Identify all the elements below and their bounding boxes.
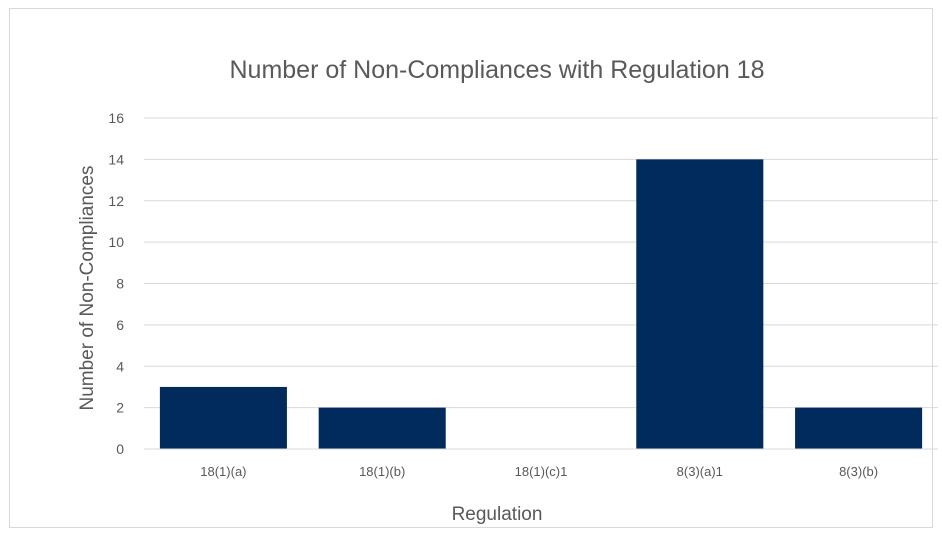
y-tick-label: 0 (116, 441, 124, 457)
x-tick-label: 8(3)(a)1 (677, 464, 723, 479)
bars (159, 159, 923, 449)
y-tick-label: 12 (108, 193, 124, 209)
x-tick-label: 18(1)(c)1 (515, 464, 568, 479)
x-tick-label: 8(3)(b) (839, 464, 878, 479)
bar (636, 159, 764, 449)
chart-title: Number of Non-Compliances with Regulatio… (230, 56, 765, 84)
y-tick-label: 2 (116, 400, 124, 416)
x-tick-label: 18(1)(a) (200, 464, 246, 479)
bar (795, 407, 923, 449)
bar (159, 386, 287, 449)
y-tick-label: 10 (108, 234, 124, 250)
y-tick-label: 8 (116, 276, 124, 292)
y-tick-label: 4 (116, 358, 124, 374)
y-tick-label: 6 (116, 317, 124, 333)
y-axis-title: Number of Non-Compliances (77, 166, 98, 411)
y-axis-ticks: 0 2 4 6 8 10 12 14 16 (108, 110, 124, 457)
gridlines (144, 117, 938, 409)
x-tick-label: 18(1)(b) (359, 464, 405, 479)
x-axis-title: Regulation (452, 504, 543, 525)
y-tick-label: 14 (108, 151, 124, 167)
x-axis-ticks: 18(1)(a) 18(1)(b) 18(1)(c)1 8(3)(a)1 8(3)(b) (200, 464, 878, 479)
bar (318, 407, 446, 449)
y-tick-label: 16 (108, 110, 124, 126)
